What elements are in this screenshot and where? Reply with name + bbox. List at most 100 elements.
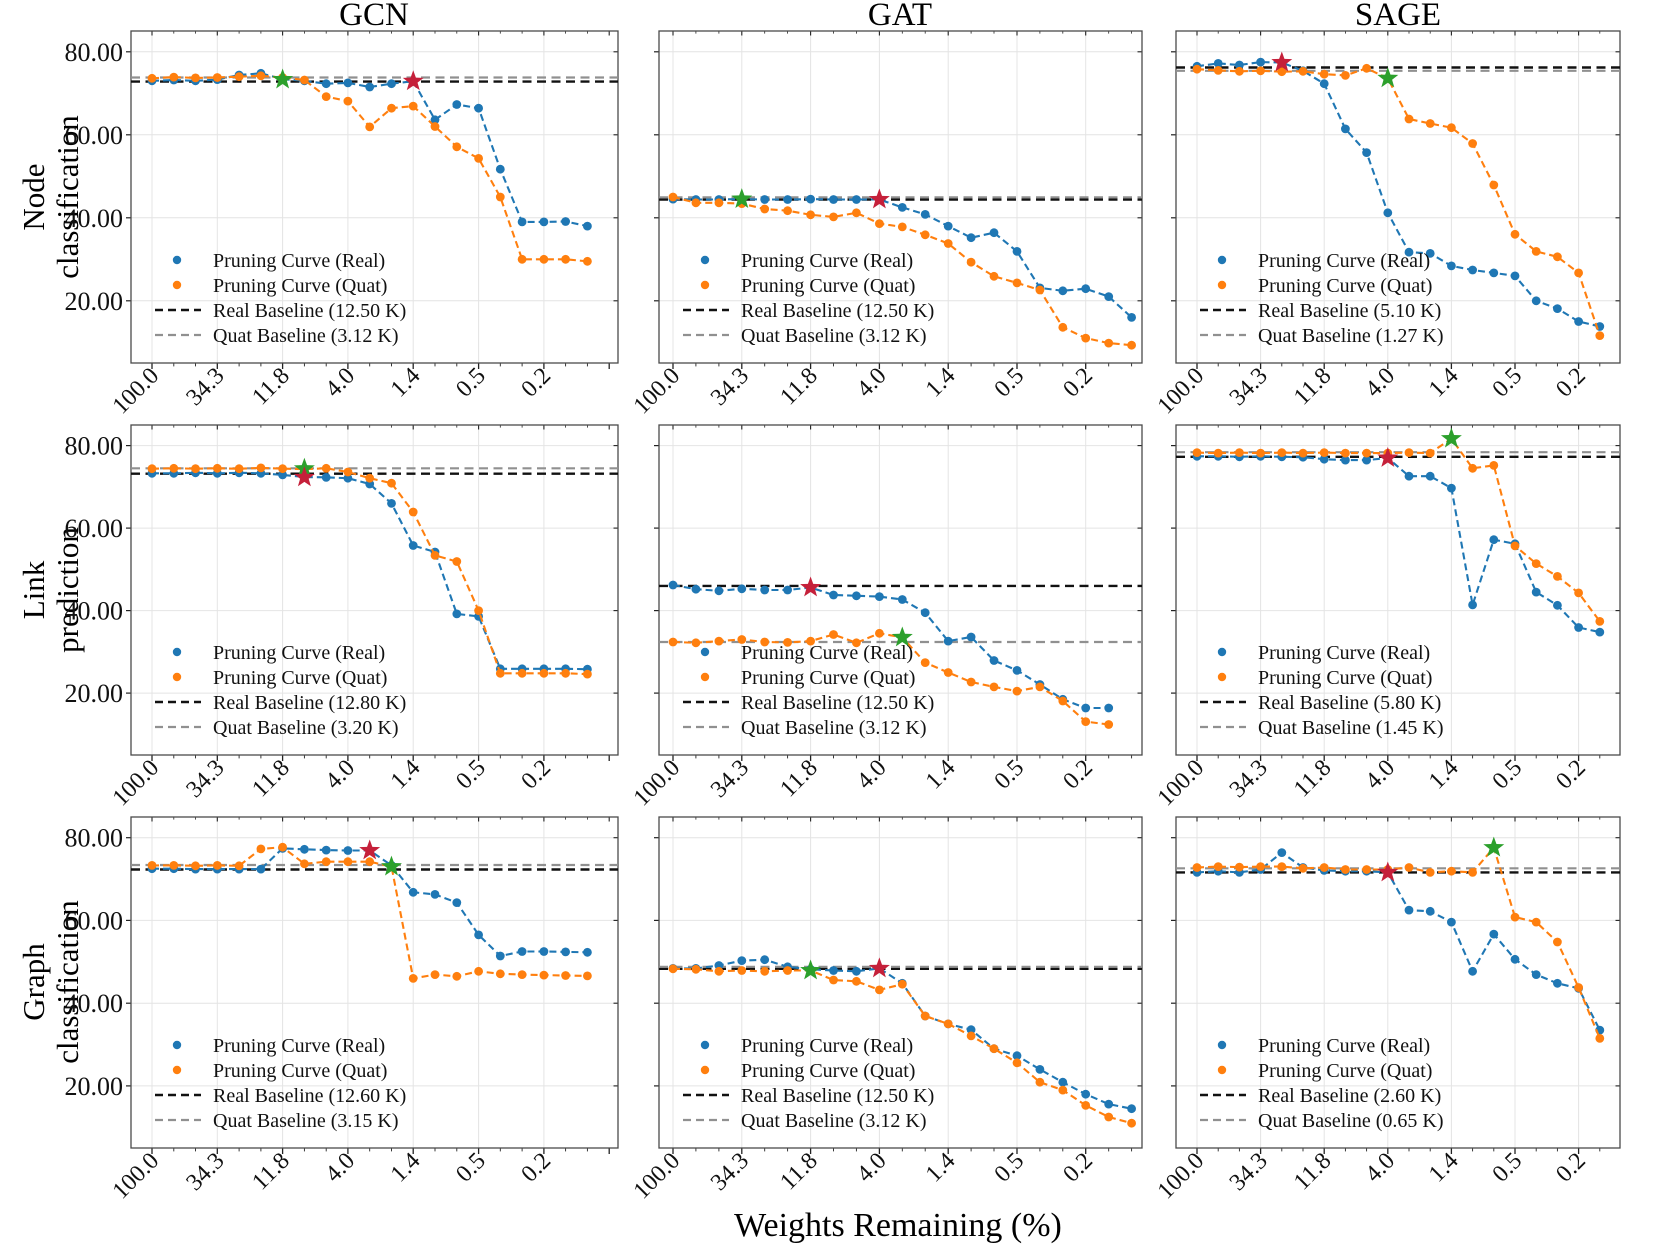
quat-curve-point (1510, 541, 1520, 551)
quat-curve-point (875, 628, 884, 638)
quat-curve-point (1235, 862, 1244, 872)
quat-curve-point (256, 71, 266, 81)
quat-curve (151, 466, 588, 676)
quat-curve-point (714, 966, 724, 976)
legend-label: Real Baseline (5.80 K) (1258, 692, 1441, 714)
quat-curve-point (517, 970, 527, 979)
quat-curve-point (783, 966, 792, 975)
quat-curve-point (875, 219, 884, 229)
real-curve-point (561, 217, 570, 226)
y-tick-label: 80.00 (65, 824, 124, 853)
legend-quat-marker (1217, 672, 1227, 682)
quat-curve-point (760, 637, 770, 647)
legend-label: Pruning Curve (Real) (741, 250, 913, 272)
column-title-sage: SAGE (1355, 0, 1441, 33)
y-tick-label: 20.00 (65, 287, 124, 316)
plot-border (130, 816, 619, 1149)
quat-curve-point (943, 239, 953, 248)
red-star-marker (402, 70, 424, 91)
real-curve-point (539, 217, 549, 227)
y-tick-label: 40.00 (65, 597, 124, 626)
real-curve-point (1012, 1051, 1022, 1061)
legend-label: Quat Baseline (3.12 K) (741, 1110, 927, 1132)
plot-border (130, 30, 619, 364)
real-curve-point (1104, 703, 1114, 713)
quat-curve-point (365, 473, 375, 483)
legend-label: Quat Baseline (3.20 K) (213, 717, 399, 739)
real-curve-point (920, 210, 930, 219)
legend-label: Pruning Curve (Quat) (213, 275, 387, 297)
real-curve-point (539, 947, 549, 956)
subplot-gat-link-prediction: Pruning Curve (Real) Pruning Curve (Quat)… (629, 424, 1143, 811)
quat-curve-point (343, 857, 353, 867)
real-curve-point (1404, 247, 1414, 257)
real-curve-point (989, 656, 999, 665)
red-star-marker (1271, 51, 1293, 72)
quat-curve-point (1058, 1085, 1068, 1095)
real-curve-point (1341, 455, 1350, 465)
quat-curve-point (1468, 139, 1477, 148)
quat-curve-point (234, 861, 244, 871)
legend-real-marker (700, 1040, 710, 1050)
real-curve-point (1362, 455, 1371, 465)
y-tick-label: 20.00 (65, 679, 124, 708)
real-curve-point (920, 608, 930, 618)
real-curve-point (737, 956, 747, 965)
legend-label: Real Baseline (5.10 K) (1258, 300, 1441, 322)
green-star-marker (1440, 427, 1462, 448)
quat-curve-point (1277, 67, 1287, 77)
quat-curve-point (517, 668, 527, 678)
quat-curve-point (897, 222, 907, 232)
quat-curve-point (147, 861, 157, 870)
quat-curve-point (1468, 868, 1477, 877)
quat-curve-point (1362, 63, 1371, 73)
quat-curve-point (1192, 64, 1202, 74)
red-star-marker (800, 576, 822, 597)
quat-curve-point (829, 212, 838, 222)
quat-curve-point (1035, 285, 1045, 295)
real-curve-point (1404, 905, 1414, 915)
red-star-marker (293, 466, 315, 487)
y-tick-label: 80.00 (65, 38, 124, 67)
y-tick-label: 60.00 (65, 121, 124, 150)
legend-label: Pruning Curve (Real) (213, 1035, 385, 1057)
real-curve-point (1468, 600, 1477, 610)
legend-label: Quat Baseline (3.12 K) (741, 325, 927, 347)
quat-curve-point (875, 985, 884, 995)
legend-label: Pruning Curve (Real) (213, 250, 385, 272)
real-curve-point (1553, 600, 1562, 610)
quat-curve-point (943, 1019, 953, 1029)
real-curve-point (1035, 1065, 1045, 1074)
quat-curve-point (387, 103, 396, 113)
quat-curve-point (474, 154, 483, 163)
real-curve-point (1447, 261, 1456, 271)
real-curve-point (1081, 703, 1091, 713)
quat-curve-point (343, 467, 353, 477)
row-label-node-line1: Node (16, 163, 51, 230)
plot-border (1175, 816, 1621, 1149)
real-curve-point (1447, 483, 1456, 493)
quat-curve-point (1574, 268, 1583, 278)
quat-curve-point (147, 73, 157, 83)
real-curve-point (408, 541, 418, 550)
real-curve-point (1510, 954, 1520, 964)
quat-curve-point (966, 677, 976, 687)
quat-curve-point (1319, 69, 1329, 79)
real-curve-point (1468, 265, 1477, 275)
row-label-link-line1: Link (16, 560, 51, 619)
legend-label: Pruning Curve (Quat) (213, 1060, 387, 1082)
y-tick-label: 20.00 (65, 1072, 124, 1101)
real-curve-point (829, 966, 838, 975)
legend-label: Pruning Curve (Real) (741, 1035, 913, 1057)
real-curve-point (408, 887, 418, 897)
real-curve-point (1489, 535, 1499, 545)
real-curve-point (321, 473, 331, 482)
real-curve-point (760, 955, 770, 965)
quat-curve-point (321, 92, 331, 101)
quat-curve-point (321, 463, 331, 473)
quat-curve-point (989, 271, 999, 281)
legend-quat-marker (172, 672, 182, 682)
legend-quat-marker (700, 280, 710, 290)
real-curve-point (1489, 268, 1499, 278)
quat-curve-point (1235, 448, 1244, 457)
